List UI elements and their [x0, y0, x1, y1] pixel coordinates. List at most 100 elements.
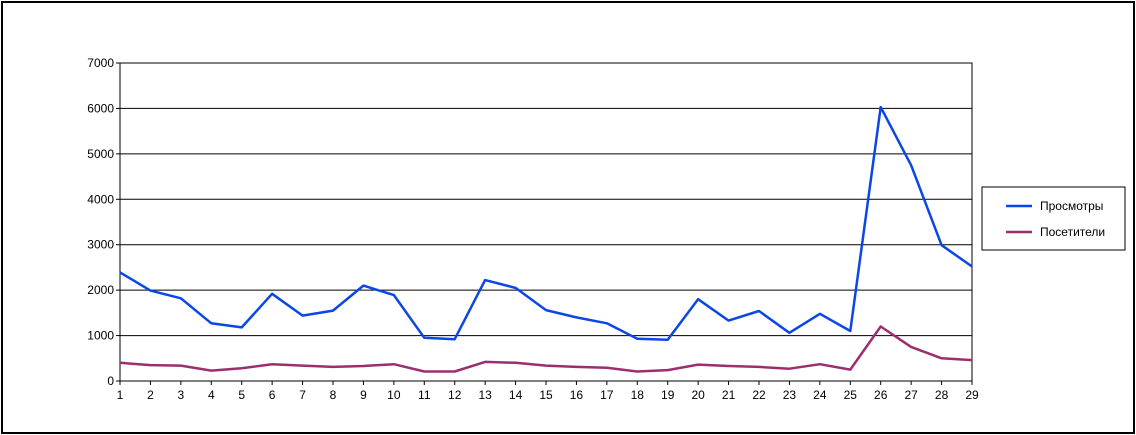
- data-point-s0-x26: [879, 105, 883, 109]
- x-tick-label-3: 3: [178, 388, 185, 402]
- data-point-s1-x2: [148, 363, 152, 367]
- legend: Просмотры Посетители: [981, 186, 1126, 251]
- x-tick-label-10: 10: [387, 388, 401, 402]
- x-tick-label-23: 23: [783, 388, 797, 402]
- data-point-s0-x22: [757, 309, 761, 313]
- y-axis-ticks: 0 1000 2000 3000 4000 5000 6000 7000: [87, 56, 120, 388]
- data-point-s1-x17: [605, 366, 609, 370]
- y-tick-label-6000: 6000: [87, 101, 114, 115]
- data-point-s1-x27: [909, 345, 913, 349]
- data-point-s1-x15: [544, 364, 548, 368]
- data-point-s1-x12: [453, 369, 457, 373]
- data-point-s1-x8: [331, 365, 335, 369]
- x-tick-label-28: 28: [935, 388, 949, 402]
- data-point-s1-x13: [483, 360, 487, 364]
- series-line-1: [119, 325, 973, 373]
- data-point-s1-x1: [118, 361, 122, 365]
- y-tick-label-0: 0: [107, 374, 114, 388]
- data-point-s1-x16: [574, 365, 578, 369]
- data-point-s0-x13: [483, 278, 487, 282]
- data-point-s1-x5: [240, 366, 244, 370]
- data-point-s1-x4: [209, 369, 213, 373]
- data-point-s1-x19: [666, 368, 670, 372]
- data-point-s1-x10: [392, 362, 396, 366]
- x-tick-label-16: 16: [570, 388, 584, 402]
- x-tick-label-22: 22: [752, 388, 766, 402]
- data-point-s1-x20: [696, 363, 700, 367]
- data-point-s1-x18: [635, 369, 639, 373]
- x-tick-label-18: 18: [631, 388, 645, 402]
- x-tick-label-5: 5: [238, 388, 245, 402]
- y-tick-label-2000: 2000: [87, 283, 114, 297]
- x-tick-label-6: 6: [269, 388, 276, 402]
- data-point-s0-x1: [118, 270, 122, 274]
- data-point-s1-x7: [301, 364, 305, 368]
- data-point-s0-x17: [605, 321, 609, 325]
- x-tick-label-4: 4: [208, 388, 215, 402]
- plot-area: [119, 62, 973, 382]
- data-point-s0-x25: [848, 329, 852, 333]
- x-tick-label-15: 15: [539, 388, 553, 402]
- data-point-s0-x9: [361, 284, 365, 288]
- x-tick-label-25: 25: [844, 388, 858, 402]
- gridlines: [120, 62, 972, 337]
- data-point-s0-x11: [422, 336, 426, 340]
- data-point-s1-x25: [848, 368, 852, 372]
- x-tick-label-24: 24: [813, 388, 827, 402]
- y-tick-label-3000: 3000: [87, 238, 114, 252]
- data-point-s0-x28: [940, 243, 944, 247]
- data-point-s1-x22: [757, 365, 761, 369]
- legend-label-posetiteli: Посетители: [1040, 225, 1105, 239]
- x-tick-label-19: 19: [661, 388, 675, 402]
- data-point-s1-x14: [514, 361, 518, 365]
- x-tick-label-17: 17: [600, 388, 614, 402]
- legend-box: [981, 186, 1126, 251]
- data-point-s1-x23: [787, 367, 791, 371]
- x-tick-label-29: 29: [965, 388, 979, 402]
- y-tick-label-7000: 7000: [87, 56, 114, 70]
- data-point-s1-x24: [818, 362, 822, 366]
- data-point-s0-x29: [970, 265, 974, 269]
- data-point-s0-x24: [818, 312, 822, 316]
- data-point-s0-x20: [696, 297, 700, 301]
- data-point-s0-x21: [727, 319, 731, 323]
- data-point-s0-x6: [270, 292, 274, 296]
- data-point-s1-x11: [422, 369, 426, 373]
- data-point-s0-x19: [666, 338, 670, 342]
- data-point-s1-x28: [940, 356, 944, 360]
- data-point-s0-x18: [635, 337, 639, 341]
- x-tick-label-27: 27: [904, 388, 918, 402]
- data-point-s1-x26: [879, 324, 883, 328]
- x-tick-label-14: 14: [509, 388, 523, 402]
- x-tick-label-1: 1: [117, 388, 124, 402]
- data-point-s0-x15: [544, 308, 548, 312]
- data-point-s0-x23: [787, 331, 791, 335]
- y-tick-label-1000: 1000: [87, 329, 114, 343]
- x-tick-label-7: 7: [299, 388, 306, 402]
- data-point-s0-x8: [331, 309, 335, 313]
- x-tick-label-8: 8: [330, 388, 337, 402]
- x-tick-label-11: 11: [418, 388, 431, 402]
- x-tick-label-12: 12: [448, 388, 462, 402]
- data-point-s1-x21: [727, 364, 731, 368]
- x-tick-label-21: 21: [722, 388, 736, 402]
- data-point-s0-x3: [179, 296, 183, 300]
- data-point-s0-x2: [148, 289, 152, 293]
- data-point-s1-x3: [179, 364, 183, 368]
- data-point-s0-x10: [392, 293, 396, 297]
- data-point-s0-x27: [909, 163, 913, 167]
- data-point-s0-x4: [209, 321, 213, 325]
- x-axis-ticks: 1 2 3 4 5 6 7 8 9 10 11 12 13 14 15 16 17 18 19 20 21 22 23 24 2…: [117, 381, 979, 402]
- x-tick-label-20: 20: [691, 388, 705, 402]
- y-tick-label-4000: 4000: [87, 192, 114, 206]
- data-point-s0-x7: [301, 314, 305, 318]
- series-group: [118, 105, 974, 373]
- x-tick-label-2: 2: [147, 388, 154, 402]
- x-tick-label-9: 9: [360, 388, 367, 402]
- x-tick-label-13: 13: [478, 388, 492, 402]
- data-point-s1-x6: [270, 362, 274, 366]
- legend-label-prosmotry: Просмотры: [1040, 199, 1103, 213]
- data-point-s1-x9: [361, 364, 365, 368]
